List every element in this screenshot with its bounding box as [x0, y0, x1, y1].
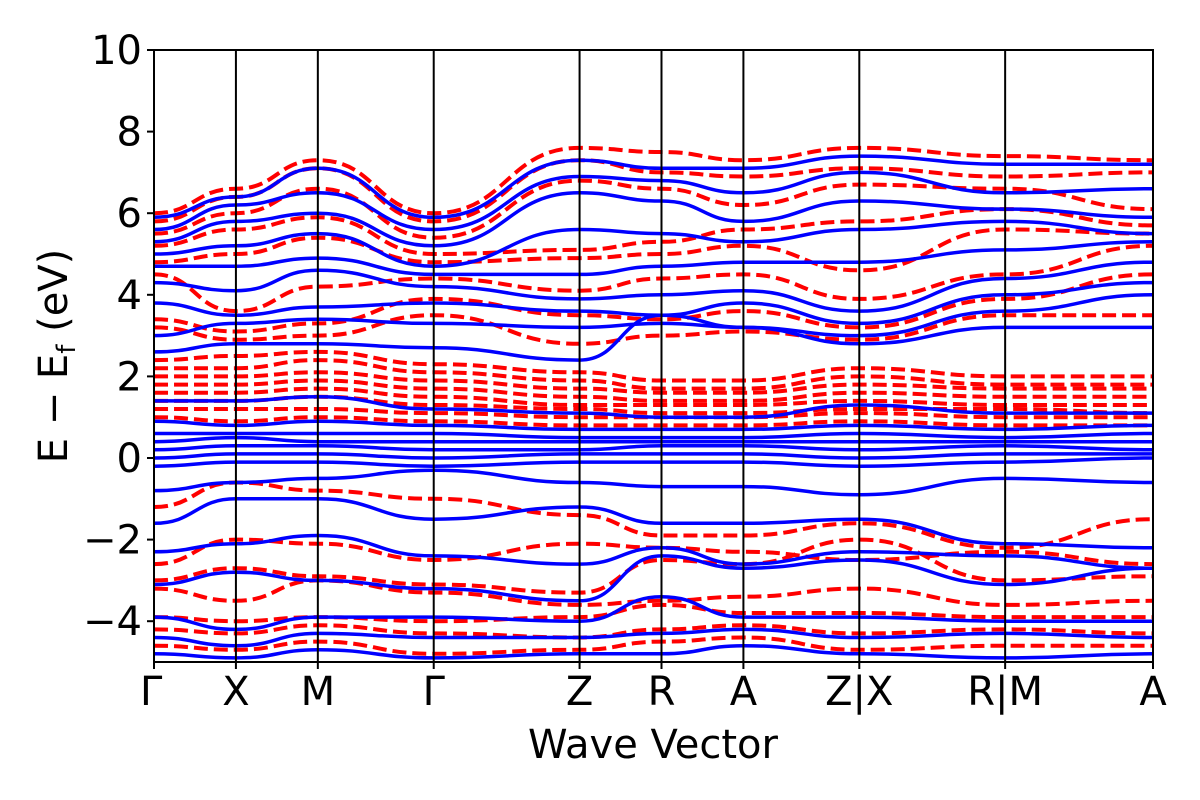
solid-band-15	[154, 456, 1153, 468]
solid-band-8	[154, 313, 1153, 362]
dashed-band-7	[154, 313, 1153, 346]
solid-band-11	[154, 431, 1153, 440]
solid-band-4	[154, 240, 1153, 277]
y-axis-label-unit: (eV)	[31, 249, 77, 345]
solid-band-12	[154, 435, 1153, 444]
y-tick-label: −4	[83, 599, 142, 645]
dashed-band-15	[154, 415, 1153, 428]
y-tick-label: −2	[83, 518, 142, 564]
solid-band-2	[154, 191, 1153, 248]
y-tick-label: 2	[117, 354, 142, 400]
y-axis: −4 −2 0 2 4 6 8 10	[83, 28, 154, 645]
dashed-band-21	[154, 623, 1153, 640]
x-tick-label: Γ	[423, 669, 446, 715]
y-tick-label: 4	[117, 273, 142, 319]
dashed-band-10	[154, 370, 1153, 395]
dashed-band-9	[154, 358, 1153, 391]
y-tick-label: 10	[91, 28, 142, 74]
y-tick-label: 6	[117, 191, 142, 237]
solid-band-21	[154, 627, 1153, 648]
dashed-band-0	[154, 145, 1153, 216]
dashed-band-14	[154, 406, 1153, 420]
x-tick-label: Z|X	[825, 669, 893, 715]
x-tick-label: Γ	[140, 669, 163, 715]
solid-band-5	[154, 260, 1153, 313]
dashed-band-16	[154, 480, 1153, 550]
dashed-band-4	[154, 227, 1153, 273]
kpoint-lines-layer	[234, 50, 1007, 662]
solid-band-3	[154, 219, 1153, 268]
x-tick-label: R|M	[967, 669, 1043, 715]
dashed-band-6	[154, 272, 1153, 334]
solid-band-1	[154, 170, 1153, 232]
dashed-band-13	[154, 394, 1153, 416]
solid-band-6	[154, 280, 1153, 326]
solid-band-14	[154, 452, 1153, 460]
bands-layer	[154, 145, 1153, 660]
plot-frame	[153, 49, 1154, 663]
y-axis-label-main: E − E	[31, 354, 77, 464]
dashed-band-8	[154, 349, 1153, 383]
solid-band-13	[154, 444, 1153, 452]
dashed-band-5	[154, 243, 1153, 314]
solid-band-10	[154, 419, 1153, 432]
solid-band-9	[154, 395, 1153, 419]
x-tick-label: M	[301, 669, 336, 715]
y-tick-label: 8	[117, 110, 142, 156]
x-axis: Γ X M Γ Z R A Z|X R|M A	[140, 662, 1167, 715]
solid-band-16	[154, 468, 1153, 497]
x-tick-label: R	[648, 669, 676, 715]
solid-band-20	[154, 594, 1153, 632]
x-tick-label: A	[730, 669, 758, 715]
dashed-band-11	[154, 378, 1153, 403]
dashed-band-3	[154, 207, 1153, 256]
y-tick-label: 0	[117, 436, 142, 482]
solid-band-18	[154, 533, 1153, 570]
x-axis-label: Wave Vector	[528, 722, 779, 768]
solid-band-22	[154, 643, 1153, 660]
solid-band-17	[154, 497, 1153, 550]
dashed-band-19	[154, 578, 1153, 607]
dashed-band-22	[154, 635, 1153, 656]
solid-band-0	[154, 154, 1153, 220]
y-axis-label-subscript: f	[52, 344, 82, 354]
x-tick-label: A	[1139, 669, 1167, 715]
x-tick-label: Z	[566, 669, 593, 715]
x-tick-label: X	[222, 669, 249, 715]
dashed-band-12	[154, 386, 1153, 408]
dashed-band-20	[154, 602, 1153, 624]
solid-band-19	[154, 554, 1153, 603]
y-axis-label: E − Ef (eV)	[31, 249, 82, 464]
